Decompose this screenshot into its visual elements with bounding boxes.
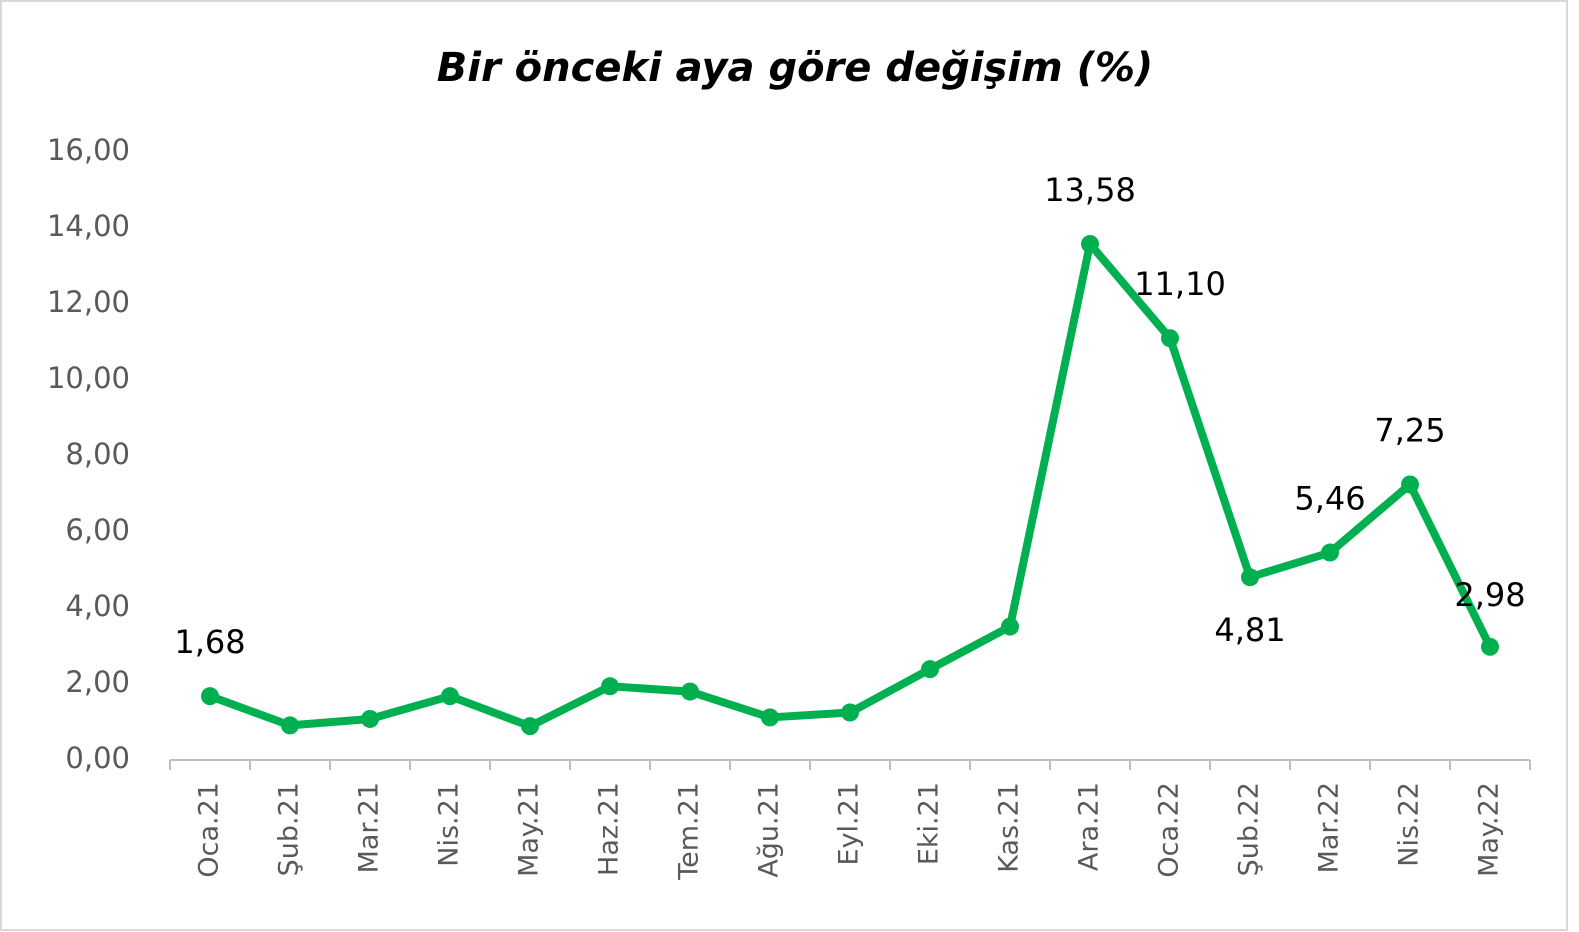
marker bbox=[1241, 568, 1259, 587]
marker bbox=[681, 682, 699, 701]
x-tick-label: Kas.21 bbox=[994, 782, 1025, 873]
marker bbox=[441, 687, 459, 706]
marker bbox=[601, 677, 619, 696]
data-label: 13,58 bbox=[1044, 171, 1136, 209]
y-tick-label: 10,00 bbox=[47, 361, 130, 395]
y-tick-label: 8,00 bbox=[65, 437, 130, 471]
marker bbox=[1321, 543, 1339, 562]
x-tick-label: Haz.21 bbox=[594, 782, 625, 876]
marker bbox=[921, 660, 939, 679]
marker bbox=[1481, 637, 1499, 656]
x-tick-label: Eki.21 bbox=[914, 782, 945, 865]
y-tick-label: 4,00 bbox=[65, 589, 130, 623]
marker bbox=[361, 709, 379, 728]
x-tick-label: Ağu.21 bbox=[754, 782, 785, 878]
x-tick-label: Oca.21 bbox=[194, 782, 225, 878]
x-tick-label: May.21 bbox=[514, 782, 545, 877]
x-tick-label: Şub.22 bbox=[1234, 782, 1265, 876]
marker bbox=[1081, 234, 1099, 253]
data-label: 5,46 bbox=[1294, 480, 1365, 518]
marker bbox=[1401, 475, 1419, 494]
y-tick-label: 6,00 bbox=[65, 513, 130, 547]
marker bbox=[841, 703, 859, 722]
y-tick-label: 12,00 bbox=[47, 285, 130, 319]
x-tick-label: May.22 bbox=[1474, 782, 1505, 877]
x-tick-label: Tem.21 bbox=[674, 782, 705, 881]
marker bbox=[201, 687, 219, 706]
marker bbox=[521, 717, 539, 736]
y-tick-label: 2,00 bbox=[65, 665, 130, 699]
x-tick-label: Nis.22 bbox=[1394, 782, 1425, 867]
x-tick-label: Eyl.21 bbox=[834, 782, 865, 865]
data-label: 1,68 bbox=[174, 623, 245, 661]
x-tick-label: Mar.22 bbox=[1314, 782, 1345, 873]
marker bbox=[281, 716, 299, 735]
x-tick-label: Ara.21 bbox=[1074, 782, 1105, 871]
chart-title: Bir önceki aya göre değişim (%) bbox=[437, 45, 1153, 91]
marker bbox=[1161, 329, 1179, 348]
y-tick-label: 14,00 bbox=[47, 209, 130, 243]
data-label: 2,98 bbox=[1454, 576, 1525, 614]
x-tick-label: Oca.22 bbox=[1154, 782, 1185, 878]
y-tick-label: 16,00 bbox=[47, 133, 130, 167]
data-label: 4,81 bbox=[1214, 611, 1285, 649]
data-label: 11,10 bbox=[1134, 265, 1226, 303]
y-tick-label: 0,00 bbox=[65, 741, 130, 775]
x-tick-label: Şub.21 bbox=[274, 782, 305, 876]
data-label: 7,25 bbox=[1374, 412, 1445, 450]
marker bbox=[1001, 617, 1019, 636]
x-tick-label: Nis.21 bbox=[434, 782, 465, 867]
marker bbox=[761, 708, 779, 727]
x-tick-label: Mar.21 bbox=[354, 782, 385, 873]
